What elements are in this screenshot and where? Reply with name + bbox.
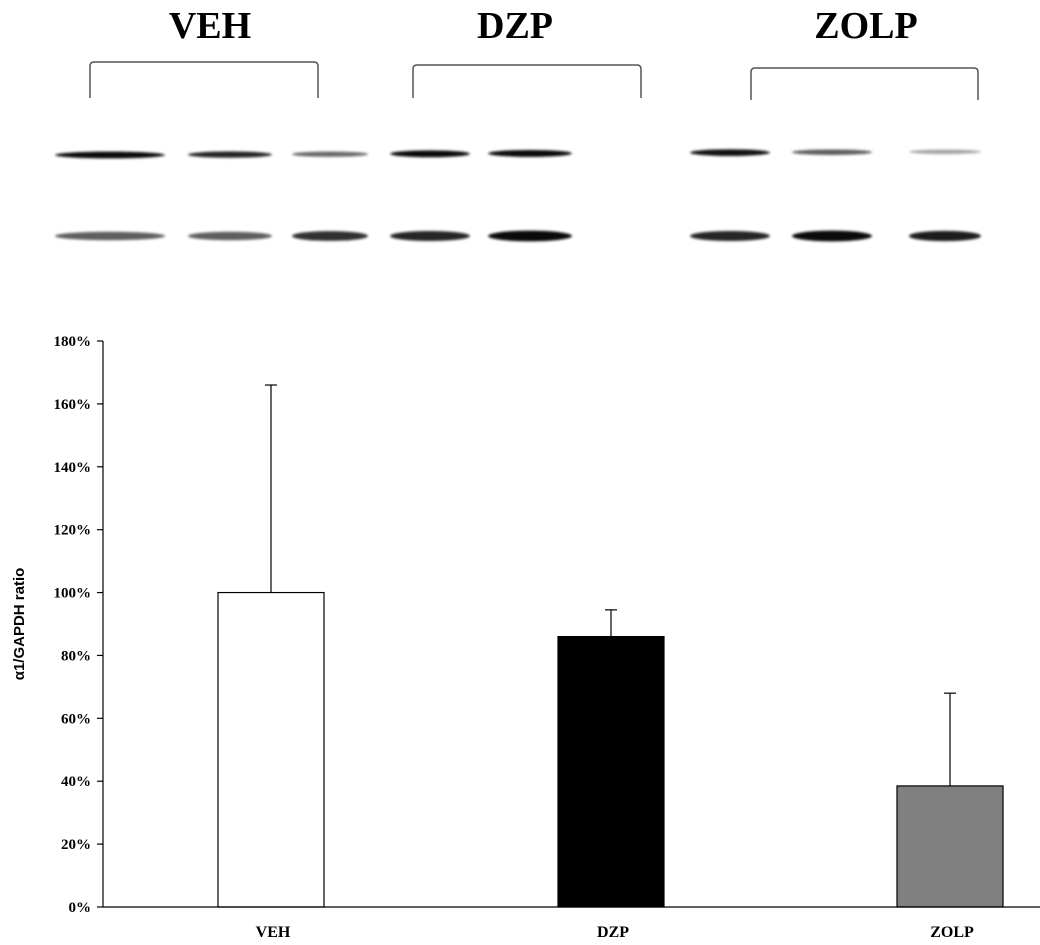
blot-group-label-dzp: DZP [477,5,553,47]
y-tick-label: 20% [61,837,91,853]
y-axis-ticks: 0% 20% 40% 60% 80% 100% 120% 140% 160% 180% [54,334,103,916]
blot-band-1-lane-1 [55,151,165,159]
blot-band-1-lane-2 [188,151,272,158]
error-bars [265,384,956,786]
x-label-dzp: DZP [597,924,629,941]
bar-dzp [557,635,665,908]
blot-band-gapdh-lane-4 [390,231,470,241]
y-tick-label: 120% [54,523,92,539]
y-tick-label: 140% [54,460,92,476]
blot-bracket-dzp [412,64,642,98]
blot-group-label-veh: VEH [169,5,251,47]
western-blot: VEH DZP ZOLP [55,5,981,242]
blot-band-gapdh-lane-3 [292,231,368,241]
blot-band-1-lane-3 [292,151,368,157]
blot-bracket-veh [89,61,319,98]
y-axis-title: α1/GAPDH ratio [11,568,28,681]
blot-band-1-lane-9 [909,149,981,155]
x-label-zolp: ZOLP [930,924,974,941]
bar-veh [217,591,325,908]
blot-bracket-zolp [750,67,979,100]
blot-band-1-lane-4 [390,150,470,158]
x-label-veh: VEH [256,924,291,941]
y-tick-label: 60% [61,711,91,727]
y-tick-label: 0% [69,900,92,916]
blot-band-1-lane-7 [690,149,770,156]
bar-chart: 0% 20% 40% 60% 80% 100% 120% 140% 160% 180% VEH DZ… [11,334,1040,941]
blot-band-1-lane-8 [792,149,872,155]
y-tick-label: 160% [54,397,92,413]
bar-zolp [896,785,1004,908]
blot-band-gapdh-lane-9 [909,230,981,242]
blot-bands [55,149,981,242]
y-tick-label: 40% [61,774,91,790]
blot-band-1-lane-5 [488,149,572,157]
blot-band-gapdh-lane-2 [188,231,272,241]
blot-band-gapdh-lane-5 [488,230,572,242]
blot-band-gapdh-lane-1 [55,231,165,241]
bars [217,591,1004,908]
y-tick-label: 80% [61,648,91,664]
blot-band-gapdh-lane-8 [792,230,872,242]
blot-band-gapdh-lane-7 [690,231,770,241]
y-tick-label: 180% [54,334,92,350]
y-tick-label: 100% [54,586,92,602]
blot-group-label-zolp: ZOLP [814,5,917,47]
x-axis-labels: VEH DZP ZOLP [256,924,974,941]
